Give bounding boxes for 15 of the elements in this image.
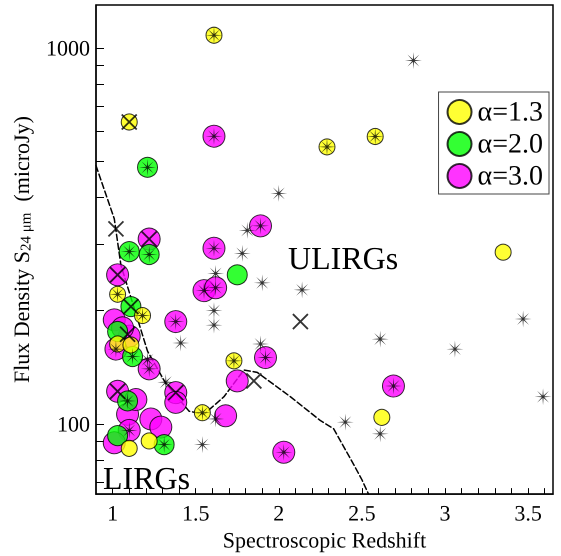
annotation: LIRGs — [103, 460, 190, 496]
legend-label: α=1.3 — [478, 96, 544, 128]
legend-label: α=2.0 — [478, 128, 544, 160]
legend-label: α=3.0 — [478, 160, 544, 192]
y-axis-title: Flux Density S24 μm (microJy) — [9, 116, 34, 384]
y-tick-label: 1000 — [46, 35, 90, 60]
x-tick-label: 1.5 — [182, 500, 210, 526]
x-tick-label: 2 — [273, 500, 284, 526]
annotation: ULIRGs — [288, 240, 398, 276]
x-tick-label: 3.5 — [514, 500, 542, 526]
x-axis-title: Spectroscopic Redshift — [222, 528, 426, 552]
y-tick-label: 100 — [57, 411, 90, 436]
x-tick-label: 2.5 — [348, 500, 376, 526]
x-tick-label: 3 — [439, 500, 450, 526]
x-tick-label: 1 — [107, 500, 118, 526]
